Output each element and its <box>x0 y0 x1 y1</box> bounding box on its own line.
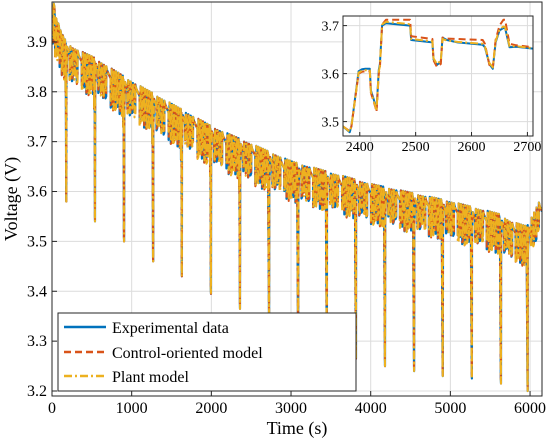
plot-frame <box>51 1 543 397</box>
main-ticks: 0 1000 2000 3000 4000 5000 6000 3.2 3.3 3.4 3.5 3.6… <box>27 34 546 417</box>
x-tick-label: 6000 <box>514 400 546 417</box>
x-tick-label: 2000 <box>195 400 227 417</box>
x-tick-label: 3000 <box>275 400 307 417</box>
y-tick-label: 3.2 <box>27 383 47 400</box>
main-line-plant <box>52 2 542 393</box>
y-tick-label: 3.5 <box>27 233 47 250</box>
x-tick-label: 4000 <box>355 400 387 417</box>
inset-y-tick-label: 3.7 <box>322 20 340 35</box>
x-tick-label: 0 <box>48 400 56 417</box>
inset-x-tick-label: 2400 <box>346 140 374 155</box>
y-tick-label: 3.8 <box>27 84 47 101</box>
inset-line-plant <box>343 20 533 133</box>
y-tick-label: 3.7 <box>27 134 47 151</box>
inset-y-tick-label: 3.6 <box>322 68 340 83</box>
legend: Experimental data Control-oriented model… <box>57 312 357 392</box>
inset-background <box>343 16 533 136</box>
main-series <box>52 2 542 393</box>
y-tick-label: 3.3 <box>27 333 47 350</box>
inset-plot: 2400 2500 2600 2700 3.5 3.6 3.7 <box>322 15 542 155</box>
inset-x-tick-label: 2600 <box>458 140 486 155</box>
x-axis-label: Time (s) <box>267 418 328 439</box>
y-axis-label: Voltage (V) <box>1 157 22 241</box>
inset-ticks: 2400 2500 2600 2700 3.5 3.6 3.7 <box>322 20 542 155</box>
y-tick-label: 3.9 <box>27 34 47 51</box>
legend-label-control: Control-oriented model <box>112 345 263 362</box>
inset-series <box>343 18 533 134</box>
x-tick-label: 5000 <box>434 400 466 417</box>
inset-x-tick-label: 2500 <box>402 140 430 155</box>
inset-line-control <box>343 18 533 133</box>
y-tick-label: 3.4 <box>27 283 47 300</box>
legend-label-experimental: Experimental data <box>112 320 229 337</box>
inset-y-tick-label: 3.5 <box>322 116 340 131</box>
legend-box <box>57 312 357 392</box>
inset-x-tick-label: 2700 <box>513 140 541 155</box>
x-tick-label: 1000 <box>116 400 148 417</box>
y-tick-label: 3.6 <box>27 184 47 201</box>
legend-label-plant: Plant model <box>112 369 189 386</box>
inset-frame <box>342 15 534 137</box>
inset-grid <box>343 16 533 136</box>
